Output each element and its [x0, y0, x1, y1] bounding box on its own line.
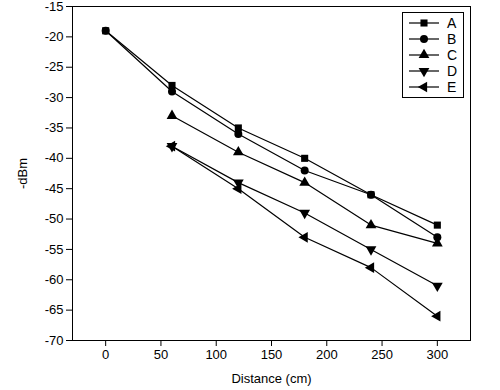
svg-text:-30: -30: [45, 90, 64, 105]
svg-text:100: 100: [205, 347, 227, 362]
svg-text:-dBm: -dBm: [15, 158, 30, 189]
html-text:A: A: [446, 15, 457, 31]
svg-text:-60: -60: [45, 272, 64, 287]
svg-text:Distance (cm): Distance (cm): [231, 371, 311, 386]
svg-text:-40: -40: [45, 150, 64, 165]
svg-text:200: 200: [316, 347, 338, 362]
svg-text:250: 250: [371, 347, 393, 362]
svg-text:-70: -70: [45, 333, 64, 348]
html-text:C: C: [446, 47, 457, 63]
html-text:B: B: [446, 31, 457, 47]
svg-text:-50: -50: [45, 211, 64, 226]
html-text:D: D: [446, 63, 457, 79]
svg-text:50: 50: [154, 347, 168, 362]
svg-text:300: 300: [426, 347, 448, 362]
svg-text:-15: -15: [45, 0, 64, 14]
html-text:E: E: [446, 79, 457, 95]
svg-text:-65: -65: [45, 302, 64, 317]
svg-text:-55: -55: [45, 242, 64, 257]
svg-text:-45: -45: [45, 181, 64, 196]
svg-text:-35: -35: [45, 120, 64, 135]
svg-text:150: 150: [261, 347, 283, 362]
svg-text:-25: -25: [45, 59, 64, 74]
svg-text:-20: -20: [45, 29, 64, 44]
svg-text:0: 0: [102, 347, 109, 362]
